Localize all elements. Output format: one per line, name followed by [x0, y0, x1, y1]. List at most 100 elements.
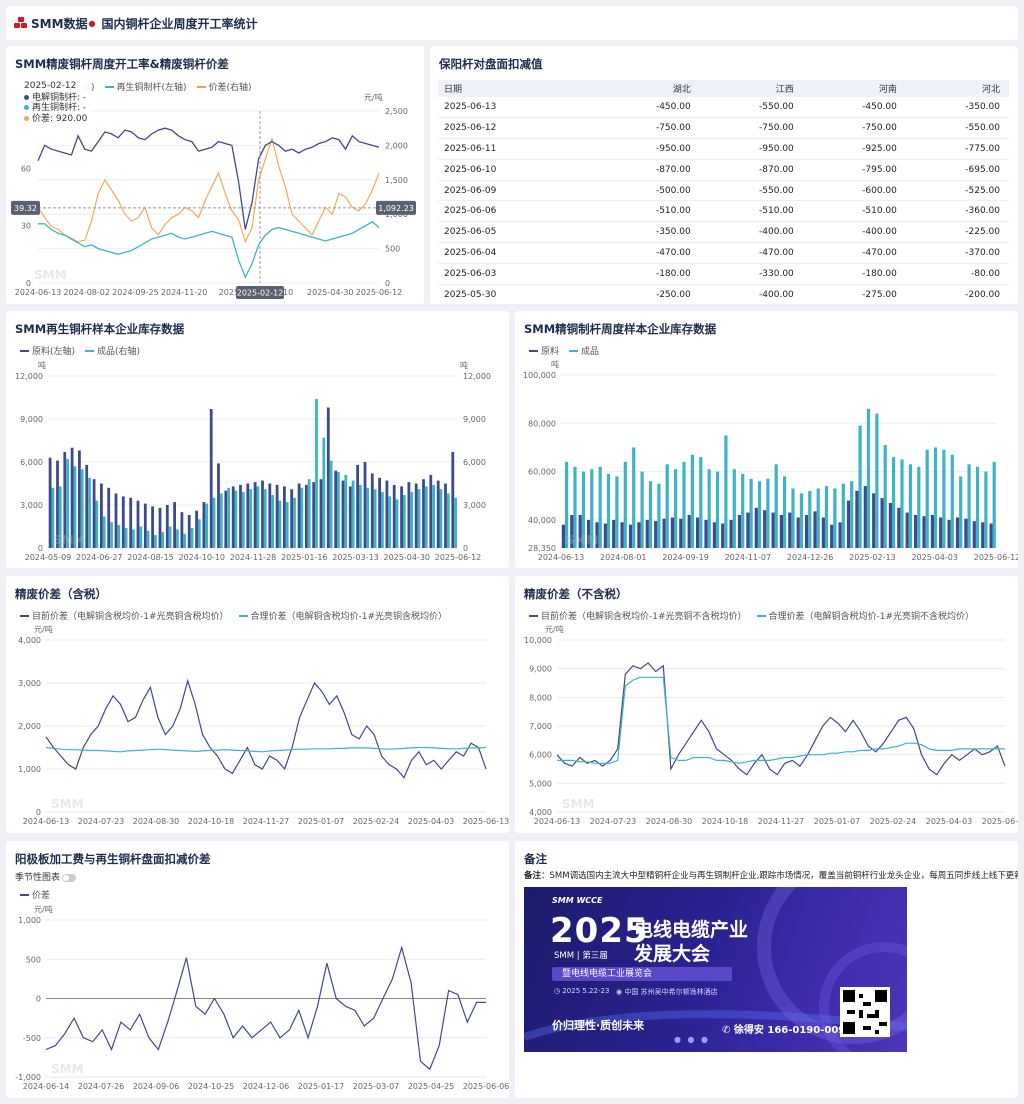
bar-raw: [370, 473, 374, 548]
series-line-spread: [37, 136, 380, 244]
table-cell: -180.00: [802, 263, 906, 285]
legend-item-reasonable[interactable]: 合理价差（电解铜含税均价-1#光亮铜含税均价）: [238, 609, 447, 622]
legend-item-raw[interactable]: 原料(左轴): [20, 344, 75, 357]
banner-carousel-dots[interactable]: ● ● ●: [674, 1035, 711, 1044]
legend-item-current[interactable]: 目前价差（电解铜含税均价-1#光亮铜不含税均价）: [529, 609, 747, 622]
seasonal-toggle[interactable]: 季节性图表: [15, 870, 77, 883]
bar-finished: [824, 486, 829, 548]
bar-raw: [947, 519, 951, 548]
table-row[interactable]: 2025-06-05 -350.00 -400.00 -400.00 -225.00: [438, 221, 1009, 244]
chart-operating-rate[interactable]: 元/吨05001,0001,5002,0002,500030602024-06-…: [6, 46, 424, 304]
unit-label-right: 吨: [460, 360, 468, 370]
bar-finished: [366, 487, 370, 548]
table-row[interactable]: 2025-06-10 -870.00 -870.00 -795.00 -695.00: [438, 159, 1009, 181]
table-cell: -950.00: [699, 138, 803, 160]
table-row[interactable]: 2025-05-30 -250.00 -400.00 -275.00 -200.00: [438, 284, 1009, 304]
bar-finished: [410, 492, 414, 548]
bar-raw: [587, 519, 591, 548]
x-tick-label: 2024-10-25: [188, 1082, 235, 1091]
chart-anode-spread[interactable]: 元/吨 -1,000 -500 0 500 1,000 2024-06-14 2024-07-…: [6, 841, 509, 1098]
chart-refined-inventory[interactable]: 吨 28,350 40,000 60,000 80,000 100,000 2024-06-…: [515, 311, 1018, 568]
table-header-cell[interactable]: 江西: [699, 80, 803, 97]
table-row[interactable]: 2025-06-09 -500.00 -550.00 -600.00 -525.00: [438, 180, 1009, 202]
bar-finished: [967, 464, 971, 548]
bar-finished: [598, 466, 602, 548]
bar-finished: [841, 483, 845, 548]
bar-finished: [388, 496, 392, 548]
bar-finished: [975, 466, 980, 548]
bar-finished: [73, 466, 77, 548]
table-cell: -510.00: [802, 200, 906, 223]
bar-raw: [341, 480, 345, 548]
table-cell: 2025-06-10: [438, 159, 597, 181]
bar-raw: [612, 519, 616, 548]
bar-raw: [400, 486, 403, 548]
event-banner[interactable]: SMM WCCE 2025 SMM | 第三届 电线电缆产业 发展大会 暨电线电…: [524, 887, 907, 1052]
bar-raw: [436, 480, 440, 548]
table-cell: -470.00: [699, 242, 803, 264]
bar-finished: [816, 488, 820, 548]
legend-item-finished[interactable]: 成品: [569, 344, 599, 357]
y-tick-label: 3,000: [18, 679, 41, 688]
table-header-cell[interactable]: 湖北: [596, 80, 700, 97]
y-tick-label: 12,000: [15, 372, 43, 381]
legend-item-reasonable[interactable]: 合理价差（电解铜含税均价-1#光亮铜不含税均价）: [756, 609, 974, 622]
x-tick-label: 2024-11-07: [725, 553, 772, 562]
table-row[interactable]: 2025-06-06 -510.00 -510.00 -510.00 -360.00: [438, 200, 1009, 223]
table-header-cell[interactable]: 日期: [438, 80, 597, 97]
table-row[interactable]: 2025-06-04 -470.00 -470.00 -470.00 -370.00: [438, 242, 1009, 264]
bar-raw: [779, 515, 783, 548]
y-tick-label-right: 3,000: [463, 501, 486, 510]
bar-raw: [143, 503, 147, 548]
y-tick-label: 0: [36, 808, 41, 817]
chart-recycled-inventory[interactable]: 吨 吨 0 0 3,000 3,000 6,000 6,000 9,000 9,000 12,000…: [6, 311, 509, 568]
bar-finished: [315, 398, 318, 548]
y-tick-label: 9,000: [20, 415, 43, 424]
toggle-switch-icon[interactable]: [62, 873, 77, 882]
bar-raw: [746, 512, 750, 548]
chart-spread-tax[interactable]: 元/吨 0 1,000 2,000 3,000 4,000 2024-06-13 2024-0…: [6, 576, 509, 833]
legend-item-raw[interactable]: 原料: [529, 344, 559, 357]
bar-raw: [48, 457, 52, 548]
x-tick-label: 2024-11-27: [758, 817, 805, 826]
chart-spread-notax[interactable]: 元/吨 4,000 5,000 6,000 7,000 8,000 9,000 10,000 2…: [515, 576, 1018, 833]
bar-raw: [922, 516, 926, 548]
legend-item-current[interactable]: 目前价差（电解铜含税均价-1#光亮铜含税均价）: [20, 609, 229, 622]
bar-raw: [737, 515, 742, 548]
x-tick-label: 2025-03-07: [353, 1082, 400, 1091]
bar-raw: [805, 515, 809, 548]
table-row[interactable]: 2025-06-11 -950.00 -950.00 -925.00 -775.00: [438, 138, 1009, 160]
x-tick-label: 2025-01-07: [814, 817, 861, 826]
bar-finished: [581, 471, 585, 548]
bar-finished: [640, 471, 644, 548]
table-cell: 2025-06-06: [438, 200, 597, 223]
table-row[interactable]: 2025-06-03 -180.00 -330.00 -180.00 -80.00: [438, 263, 1009, 285]
notes-title: 备注: [524, 852, 547, 866]
legend-item-recycled[interactable]: 再生铜制杆(左轴): [104, 80, 187, 93]
bar-raw: [905, 512, 909, 548]
bar-finished: [359, 484, 362, 548]
legend-item-finished[interactable]: 成品(右轴): [85, 344, 140, 357]
x-tick-label: 2024-06-13: [15, 288, 62, 297]
legend-item-spread[interactable]: 价差: [20, 888, 50, 901]
chart-title: 阳极板加工费与再生铜杆盘面扣减价差: [15, 852, 211, 866]
bar-finished: [682, 461, 686, 548]
legend-item-spread[interactable]: 价差(右轴): [196, 80, 252, 93]
bar-raw: [654, 521, 658, 548]
bar-raw: [628, 524, 633, 548]
bar-raw: [670, 517, 674, 548]
bar-finished: [573, 466, 577, 548]
x-tick-label: 2025-01-07: [298, 817, 345, 826]
y-tick-label: -500: [23, 1034, 41, 1043]
table-header-cell[interactable]: 河北: [905, 80, 1009, 97]
banner-year: 2025: [550, 911, 649, 951]
bar-raw: [356, 464, 359, 548]
bar-finished: [741, 474, 745, 548]
y-tick-label-right: 6,000: [463, 458, 486, 467]
table-cell: -225.00: [905, 221, 1009, 244]
bar-raw: [771, 512, 775, 548]
table-cell: -180.00: [596, 263, 700, 285]
table-row[interactable]: 2025-06-12 -750.00 -750.00 -750.00 -550.00: [438, 117, 1009, 140]
table-row[interactable]: 2025-06-13 -450.00 -550.00 -450.00 -350.00: [438, 97, 1009, 119]
table-header-cell[interactable]: 河南: [802, 80, 906, 97]
